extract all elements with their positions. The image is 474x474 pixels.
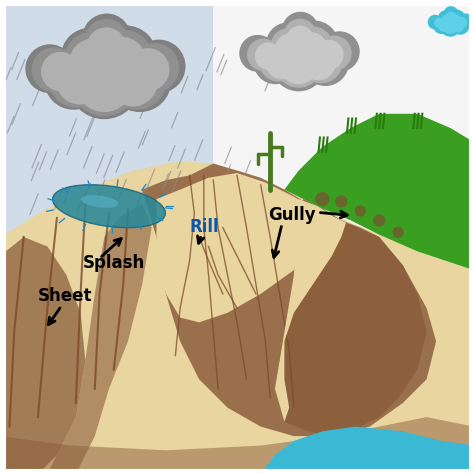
Polygon shape	[284, 114, 474, 270]
Circle shape	[320, 32, 359, 71]
Polygon shape	[0, 417, 474, 474]
Text: Sheet: Sheet	[38, 287, 92, 305]
Circle shape	[292, 21, 337, 68]
Circle shape	[267, 23, 309, 66]
Text: Rill: Rill	[190, 218, 219, 236]
Circle shape	[283, 12, 318, 48]
Circle shape	[96, 31, 152, 87]
Circle shape	[447, 10, 465, 27]
Circle shape	[458, 14, 473, 29]
Circle shape	[95, 26, 156, 88]
Circle shape	[444, 7, 457, 20]
Circle shape	[272, 37, 325, 91]
Circle shape	[65, 33, 118, 85]
Circle shape	[50, 55, 102, 107]
Circle shape	[76, 55, 133, 111]
Circle shape	[373, 214, 385, 227]
Circle shape	[451, 19, 464, 32]
Circle shape	[435, 18, 444, 28]
Circle shape	[108, 56, 157, 106]
Circle shape	[434, 18, 450, 33]
Circle shape	[302, 39, 348, 85]
Circle shape	[255, 43, 282, 69]
Circle shape	[130, 44, 178, 91]
Circle shape	[443, 19, 457, 33]
Circle shape	[85, 20, 128, 64]
Circle shape	[442, 15, 453, 27]
Circle shape	[448, 15, 461, 27]
Circle shape	[109, 50, 171, 111]
Circle shape	[279, 45, 318, 83]
Circle shape	[271, 28, 308, 65]
Circle shape	[438, 11, 454, 27]
Circle shape	[275, 41, 322, 87]
Circle shape	[266, 47, 297, 78]
Circle shape	[254, 41, 297, 83]
Polygon shape	[47, 204, 152, 474]
Circle shape	[42, 53, 80, 91]
Circle shape	[32, 48, 76, 91]
Circle shape	[285, 19, 316, 50]
Polygon shape	[213, 0, 474, 261]
Circle shape	[45, 52, 102, 109]
Polygon shape	[261, 427, 474, 474]
Circle shape	[83, 14, 130, 62]
Circle shape	[62, 28, 118, 85]
Circle shape	[133, 40, 185, 92]
Circle shape	[317, 36, 351, 70]
Circle shape	[438, 20, 450, 31]
Circle shape	[260, 44, 297, 81]
Polygon shape	[142, 164, 436, 436]
Circle shape	[293, 33, 327, 67]
Circle shape	[57, 58, 102, 104]
Ellipse shape	[81, 195, 118, 208]
Polygon shape	[275, 199, 427, 436]
Circle shape	[292, 27, 333, 67]
Polygon shape	[0, 237, 85, 474]
Circle shape	[335, 195, 347, 208]
Circle shape	[72, 50, 137, 116]
Polygon shape	[0, 0, 261, 261]
Circle shape	[452, 17, 469, 34]
Circle shape	[440, 16, 460, 36]
Circle shape	[315, 192, 329, 206]
Circle shape	[428, 16, 442, 29]
Circle shape	[314, 41, 343, 69]
Circle shape	[248, 39, 279, 70]
Circle shape	[109, 53, 165, 109]
Circle shape	[301, 43, 342, 82]
Circle shape	[70, 39, 116, 85]
Polygon shape	[166, 0, 474, 474]
Ellipse shape	[53, 185, 165, 228]
Circle shape	[446, 12, 456, 22]
Circle shape	[275, 34, 306, 65]
Circle shape	[69, 47, 140, 118]
Circle shape	[355, 205, 366, 217]
Circle shape	[240, 36, 275, 71]
Circle shape	[97, 37, 146, 87]
Circle shape	[26, 45, 73, 92]
Circle shape	[456, 18, 466, 28]
Polygon shape	[0, 161, 474, 474]
Circle shape	[392, 227, 404, 238]
Circle shape	[87, 28, 125, 66]
Circle shape	[301, 46, 335, 80]
Text: Gully: Gully	[268, 206, 315, 224]
Polygon shape	[156, 173, 341, 322]
Text: Splash: Splash	[83, 254, 145, 272]
Polygon shape	[275, 199, 346, 422]
Circle shape	[287, 26, 313, 52]
Circle shape	[127, 49, 169, 91]
